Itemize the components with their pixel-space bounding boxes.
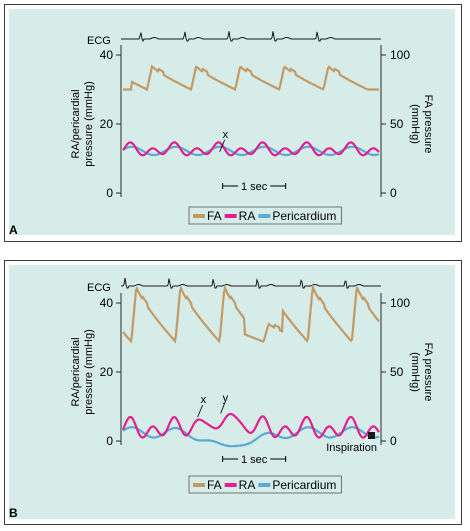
legend-box [188, 206, 342, 225]
left-tick-label: 40 [100, 296, 114, 310]
right-tick-label: 100 [390, 48, 410, 62]
annotation-x: x [223, 129, 229, 141]
annotation-y: y [223, 392, 229, 404]
left-tick-label: 20 [100, 117, 114, 131]
legend-pericardium-swatch [258, 483, 271, 487]
left-tick-label: 0 [106, 434, 113, 448]
ra-trace [121, 412, 380, 439]
annotation-x-pointer [219, 139, 226, 152]
right-tick-label: 50 [390, 117, 404, 131]
annotation-x-pointer [197, 404, 203, 418]
annotation-x: x [201, 394, 207, 406]
legend-ra-label: RA [239, 478, 256, 492]
legend-pericardium-label: Pericardium [272, 478, 336, 492]
right-tick-label: 100 [390, 296, 410, 310]
legend-fa-swatch [193, 214, 205, 218]
legend-ra-swatch [224, 483, 237, 487]
scale-bar-label: 1 sec [241, 454, 268, 466]
right-axis-label: FA pressure(mmHg) [409, 343, 434, 402]
fa-trace [122, 283, 380, 344]
right-tick-label: 0 [390, 434, 397, 448]
chart-b: 40 20 0 100 50 0 RA/pericardialpressure (mmHg)… [9, 265, 455, 519]
ecg-label: ECG [87, 282, 111, 294]
scale-bar-label: 1 sec [241, 181, 268, 193]
right-tick-label: 50 [390, 365, 404, 379]
ecg-trace [121, 31, 381, 43]
inspiration-label: Inspiration [326, 442, 377, 454]
legend-fa-swatch [193, 483, 205, 487]
chart-a: 40 20 0 100 50 0 RA/pericardialpressure (mmHg)… [9, 9, 455, 235]
legend-box [188, 475, 342, 494]
ecg-label: ECG [87, 35, 111, 47]
right-axis-label: FA pressure(mmHg) [409, 95, 434, 154]
legend-fa-label: FA [207, 209, 222, 223]
left-tick-label: 0 [106, 186, 113, 200]
legend-pericardium-swatch [258, 214, 271, 218]
panel-letter-b: B [9, 506, 18, 520]
inspiration-marker [368, 432, 375, 439]
legend-pericardium-label: Pericardium [272, 209, 336, 223]
legend-fa-label: FA [207, 478, 222, 492]
scale-bar-label-bg [238, 452, 271, 465]
left-tick-label: 40 [100, 48, 114, 62]
panel-a: 40 20 0 100 50 0 RA/pericardialpressure (mmHg)… [4, 4, 462, 242]
annotation-y-pointer [220, 403, 226, 414]
ecg-trace [121, 277, 381, 289]
panel-letter-a: A [9, 223, 18, 237]
right-tick-label: 0 [390, 186, 397, 200]
left-tick-label: 20 [100, 365, 114, 379]
legend-ra-label: RA [239, 209, 256, 223]
panel-b: 40 20 0 100 50 0 RA/pericardialpressure (mmHg)… [4, 260, 462, 525]
ra-trace [122, 141, 380, 157]
left-axis-label: RA/pericardialpressure (mmHg) [70, 81, 95, 167]
scale-bar-label-bg [238, 179, 271, 192]
fa-trace [123, 64, 379, 92]
legend-ra-swatch [224, 214, 237, 218]
left-axis-label: RA/pericardialpressure (mmHg) [70, 329, 95, 415]
